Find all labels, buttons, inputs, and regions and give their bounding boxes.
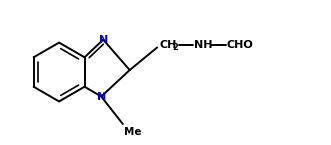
Text: N: N (99, 35, 108, 45)
Text: 2: 2 (172, 43, 178, 52)
Text: CHO: CHO (227, 40, 254, 50)
Text: NH: NH (194, 40, 213, 50)
Text: Me: Me (124, 127, 141, 137)
Text: CH: CH (159, 40, 176, 50)
Text: N: N (97, 91, 106, 102)
